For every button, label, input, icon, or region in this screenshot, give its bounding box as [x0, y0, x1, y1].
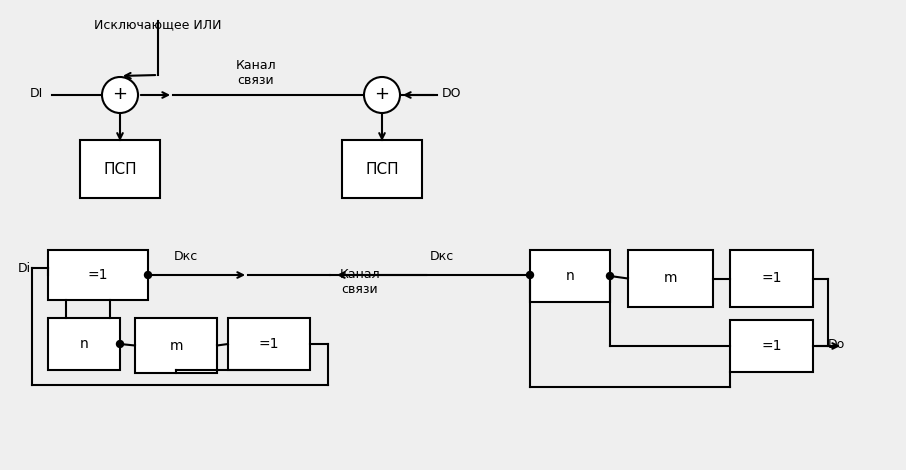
Text: =1: =1	[761, 339, 782, 353]
Bar	[342, 140, 422, 198]
Bar	[530, 250, 610, 302]
Circle shape	[606, 273, 613, 280]
Text: Dкс: Dкс	[174, 250, 198, 263]
Text: n: n	[565, 269, 574, 283]
Text: =1: =1	[259, 337, 279, 351]
Circle shape	[364, 77, 400, 113]
Circle shape	[526, 272, 534, 279]
Text: DI: DI	[30, 86, 43, 100]
Text: m: m	[664, 272, 678, 285]
Bar	[80, 140, 160, 198]
Text: m: m	[169, 338, 183, 352]
Text: Канал
связи: Канал связи	[236, 59, 276, 87]
Text: =1: =1	[761, 272, 782, 285]
Text: Dкс: Dкс	[430, 250, 454, 263]
Bar	[628, 250, 713, 307]
Bar	[48, 250, 148, 300]
Circle shape	[117, 340, 123, 347]
Text: ПСП: ПСП	[103, 162, 137, 177]
Bar	[228, 318, 310, 370]
Text: Канал
связи: Канал связи	[340, 268, 381, 296]
Text: =1: =1	[88, 268, 108, 282]
Circle shape	[144, 272, 151, 279]
Text: Di: Di	[18, 261, 31, 274]
Text: +: +	[112, 85, 128, 103]
Circle shape	[102, 77, 138, 113]
Bar	[730, 320, 813, 372]
Text: Do: Do	[828, 337, 845, 351]
Text: Исключающее ИЛИ: Исключающее ИЛИ	[94, 18, 222, 31]
Text: n: n	[80, 337, 89, 351]
Text: DO: DO	[442, 86, 461, 100]
Bar	[135, 318, 217, 373]
Bar	[730, 250, 813, 307]
Bar	[48, 318, 120, 370]
Text: ПСП: ПСП	[365, 162, 399, 177]
Text: +: +	[374, 85, 390, 103]
